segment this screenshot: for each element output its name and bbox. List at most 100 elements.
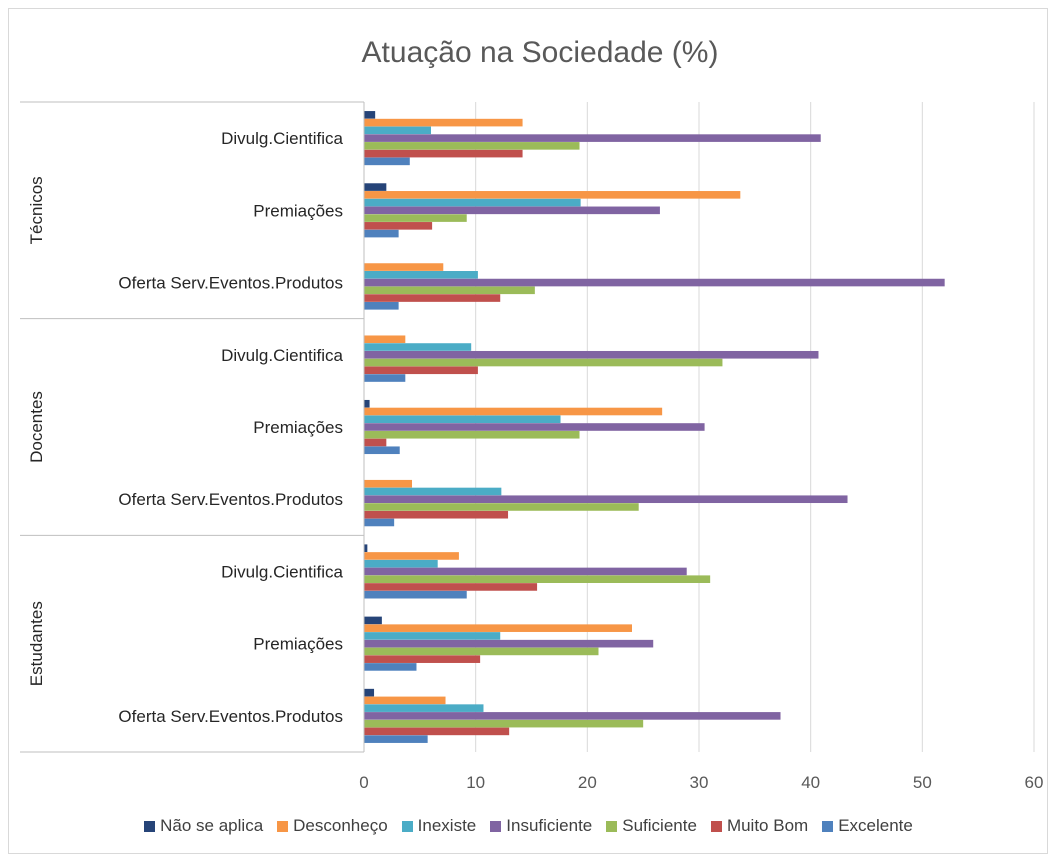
bar-inexiste xyxy=(364,271,478,279)
legend-swatch xyxy=(277,820,289,832)
bar-muito-bom xyxy=(364,583,538,591)
legend-item: Desconheço xyxy=(277,816,388,836)
bars xyxy=(364,111,945,743)
category-label: Oferta Serv.Eventos.Produtos xyxy=(118,274,343,293)
group-labels: Técnicos Docentes Estudantes xyxy=(27,176,46,686)
bar-insuficiente xyxy=(364,134,821,142)
bar-insuficiente xyxy=(364,278,945,287)
category-label: Divulg.Cientifica xyxy=(221,129,343,148)
bar-inexiste xyxy=(364,704,484,712)
legend-swatch xyxy=(144,820,156,832)
bar-inexiste xyxy=(364,632,501,640)
x-tick-label: 60 xyxy=(1025,773,1044,792)
x-tick-label: 10 xyxy=(466,773,485,792)
x-tick-label: 20 xyxy=(578,773,597,792)
bar-excelente xyxy=(364,157,410,166)
bar-inexiste xyxy=(364,415,561,424)
bar-insuficiente xyxy=(364,495,848,504)
bar-insuficiente xyxy=(364,206,660,215)
legend: Não se aplica Desconheço Inexiste Insuficie… xyxy=(0,816,1057,836)
bar-muito-bom xyxy=(364,149,523,158)
bar-desconhe-o xyxy=(364,624,632,632)
category-label: Premiações xyxy=(253,635,343,654)
bar-suficiente xyxy=(364,286,535,295)
x-tick-label: 30 xyxy=(690,773,709,792)
bar-suficiente xyxy=(364,503,639,511)
legend-label: Não se aplica xyxy=(160,816,264,835)
category-label: Premiações xyxy=(253,201,343,220)
legend-swatch xyxy=(822,820,834,832)
bar-excelente xyxy=(364,229,399,238)
bar-desconhe-o xyxy=(364,479,413,488)
bar-suficiente xyxy=(364,142,580,150)
legend-swatch xyxy=(401,820,413,832)
bar-suficiente xyxy=(364,647,599,656)
bar-desconhe-o xyxy=(364,263,444,271)
bar-n-o-se-aplica xyxy=(364,688,375,697)
x-tick-label: 50 xyxy=(913,773,932,792)
bar-desconhe-o xyxy=(364,191,741,199)
legend-label: Suficiente xyxy=(622,816,697,835)
legend-label: Desconheço xyxy=(293,816,388,835)
x-tick-label: 40 xyxy=(801,773,820,792)
bar-inexiste xyxy=(364,198,581,207)
legend-swatch xyxy=(710,820,722,832)
bar-inexiste xyxy=(364,487,502,496)
bar-inexiste xyxy=(364,126,431,135)
bar-n-o-se-aplica xyxy=(364,111,376,119)
category-label: Divulg.Cientifica xyxy=(221,562,343,581)
x-axis-ticks: 0 10 20 30 40 50 60 xyxy=(359,773,1043,792)
bar-suficiente xyxy=(364,430,580,439)
bar-desconhe-o xyxy=(364,335,406,344)
bar-muito-bom xyxy=(364,222,433,230)
bar-n-o-se-aplica xyxy=(364,183,387,191)
legend-label: Inexiste xyxy=(417,816,477,835)
bar-desconhe-o xyxy=(364,118,523,127)
bar-insuficiente xyxy=(364,639,654,648)
legend-swatch xyxy=(490,820,502,832)
bar-insuficiente xyxy=(364,423,705,431)
bar-excelente xyxy=(364,446,400,455)
category-labels: Divulg.Cientifica Premiações Oferta Serv.E… xyxy=(118,129,343,726)
bar-suficiente xyxy=(364,214,467,222)
bar-inexiste xyxy=(364,343,472,351)
bar-n-o-se-aplica xyxy=(364,616,382,625)
category-label: Oferta Serv.Eventos.Produtos xyxy=(118,490,343,509)
bar-excelente xyxy=(364,735,428,743)
bar-insuficiente xyxy=(364,567,687,576)
bar-suficiente xyxy=(364,575,711,583)
bar-desconhe-o xyxy=(364,552,459,560)
chart-title: Atuação na Sociedade (%) xyxy=(362,36,719,69)
bar-suficiente xyxy=(364,719,644,728)
category-label: Premiações xyxy=(253,418,343,437)
legend-swatch xyxy=(606,820,618,832)
bar-muito-bom xyxy=(364,294,501,302)
bar-suficiente xyxy=(364,358,723,367)
group-label: Docentes xyxy=(27,391,46,463)
bar-muito-bom xyxy=(364,366,478,375)
bar-muito-bom xyxy=(364,727,510,736)
bar-excelente xyxy=(364,374,406,382)
legend-item: Inexiste xyxy=(401,816,477,836)
group-label: Técnicos xyxy=(27,176,46,244)
bar-n-o-se-aplica xyxy=(364,544,368,552)
category-label: Divulg.Cientifica xyxy=(221,346,343,365)
bar-insuficiente xyxy=(364,350,819,359)
legend-item: Muito Bom xyxy=(710,816,809,836)
legend-item: Excelente xyxy=(822,816,913,836)
bar-excelente xyxy=(364,663,417,671)
legend-item: Insuficiente xyxy=(490,816,592,836)
bar-excelente xyxy=(364,302,399,310)
legend-label: Insuficiente xyxy=(506,816,593,835)
bar-n-o-se-aplica xyxy=(364,399,370,408)
bar-muito-bom xyxy=(364,655,481,663)
bar-muito-bom xyxy=(364,438,387,447)
group-label: Estudantes xyxy=(27,601,46,686)
x-tick-label: 0 xyxy=(359,773,368,792)
bar-insuficiente xyxy=(364,712,781,720)
legend-label: Excelente xyxy=(838,816,913,835)
legend-label: Muito Bom xyxy=(726,816,809,835)
bar-desconhe-o xyxy=(364,407,663,416)
bar-excelente xyxy=(364,590,467,599)
